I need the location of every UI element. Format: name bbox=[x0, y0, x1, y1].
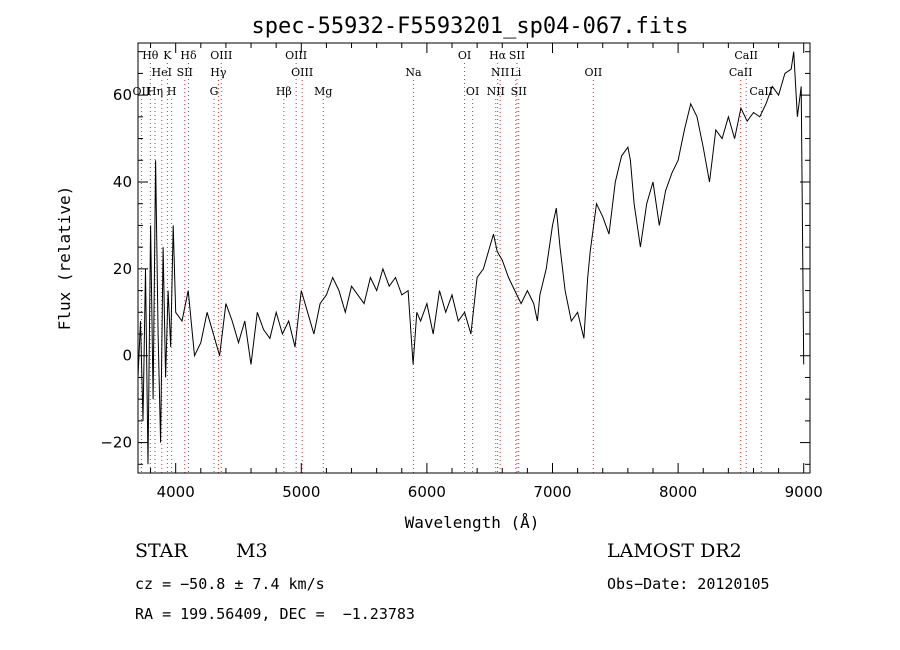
x-tick-label: 5000 bbox=[282, 483, 320, 501]
line-label: OI bbox=[466, 85, 479, 98]
line-label: OIII bbox=[210, 49, 232, 62]
line-label: Mg bbox=[314, 85, 332, 98]
x-tick-label: 7000 bbox=[533, 483, 571, 501]
line-label: SII bbox=[177, 66, 193, 79]
y-axis-label: Flux (relative) bbox=[55, 186, 74, 331]
spectrum-line bbox=[137, 51, 805, 465]
axis-ticks: 4000 5000 6000 7000 8000 9000 −20 0 20 40 60 bbox=[100, 43, 823, 501]
x-tick-label: 9000 bbox=[785, 483, 823, 501]
line-label: G bbox=[210, 85, 219, 98]
line-label: Hγ bbox=[210, 66, 227, 79]
line-label: NII bbox=[491, 66, 509, 79]
line-label: OIII bbox=[291, 66, 313, 79]
x-tick-label: 4000 bbox=[157, 483, 195, 501]
spectrum-series bbox=[137, 51, 805, 465]
line-label: HeI bbox=[152, 66, 172, 79]
line-label: Li bbox=[510, 66, 521, 79]
x-axis-label: Wavelength (Å) bbox=[405, 513, 540, 532]
line-label: Hη bbox=[147, 85, 163, 98]
emission-line-markers bbox=[140, 63, 762, 473]
y-tick-label: 60 bbox=[113, 86, 132, 104]
line-label: SII bbox=[511, 85, 527, 98]
line-label: OIII bbox=[285, 49, 307, 62]
object-class: STAR bbox=[135, 540, 188, 562]
line-label: Hα bbox=[489, 49, 507, 62]
line-label: CaII bbox=[734, 49, 758, 62]
line-label: CaII bbox=[749, 85, 773, 98]
y-tick-label: −20 bbox=[100, 434, 132, 452]
survey-name: LAMOST DR2 bbox=[607, 540, 742, 562]
observation-date: Obs−Date: 20120105 bbox=[607, 575, 770, 593]
x-tick-label: 8000 bbox=[659, 483, 697, 501]
line-label: H bbox=[167, 85, 177, 98]
line-label: SII bbox=[509, 49, 525, 62]
line-label: OI bbox=[458, 49, 471, 62]
chart-title: spec-55932-F5593201_sp04-067.fits bbox=[251, 14, 688, 39]
line-label: Hθ bbox=[142, 49, 159, 62]
line-label: Hβ bbox=[276, 85, 292, 98]
y-tick-label: 40 bbox=[113, 173, 132, 191]
x-tick-label: 6000 bbox=[408, 483, 446, 501]
line-label: K bbox=[163, 49, 172, 62]
line-label: OII bbox=[584, 66, 602, 79]
y-tick-label: 20 bbox=[113, 260, 132, 278]
line-label: Na bbox=[405, 66, 422, 79]
coordinates: RA = 199.56409, DEC = −1.23783 bbox=[135, 605, 415, 623]
line-label: Hδ bbox=[180, 49, 197, 62]
object-subclass: M3 bbox=[236, 540, 268, 562]
redshift-velocity: cz = −50.8 ± 7.4 km/s bbox=[135, 575, 325, 593]
line-label: CaII bbox=[729, 66, 753, 79]
plot-frame bbox=[137, 42, 811, 474]
line-label: NII bbox=[487, 85, 505, 98]
y-tick-label: 0 bbox=[122, 347, 132, 365]
